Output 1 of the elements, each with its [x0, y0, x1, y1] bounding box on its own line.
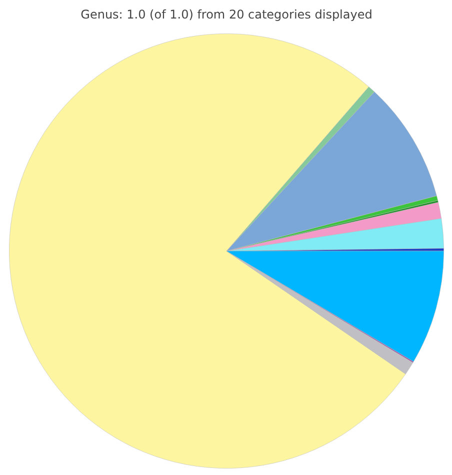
chart-title: Genus: 1.0 (of 1.0) from 20 categories displayed: [80, 8, 372, 22]
